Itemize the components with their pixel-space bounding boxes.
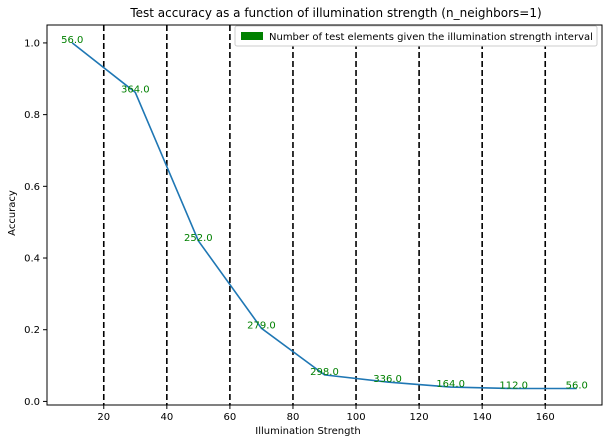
interval-count-label: 112.0 [499, 381, 528, 392]
y-axis-ticks: 0.0 0.2 0.4 0.6 0.8 1.0 [24, 38, 47, 408]
interval-count-label: 252.0 [184, 233, 213, 244]
plot-frame [46, 24, 603, 406]
interval-count-label: 56.0 [61, 35, 83, 46]
y-tick-label: 0.4 [24, 254, 40, 265]
accuracy-series-line [71, 42, 577, 390]
x-axis-ticks: 20 40 60 80 100 120 140 160 [97, 405, 555, 423]
legend-box [234, 25, 598, 47]
interval-count-label: 56.0 [566, 381, 588, 392]
x-tick-label: 100 [346, 412, 365, 423]
x-tick-label: 160 [536, 412, 555, 423]
chart-title: Test accuracy as a function of illuminat… [129, 6, 541, 20]
interval-divider-lines [102, 25, 547, 405]
y-tick-label: 0.6 [24, 182, 40, 193]
x-tick-label: 140 [473, 412, 492, 423]
interval-count-label: 279.0 [247, 320, 276, 331]
x-axis-label: Illumination Strength [255, 426, 360, 437]
y-tick-label: 0.0 [24, 397, 40, 408]
legend: Number of test elements given the illumi… [234, 25, 598, 47]
x-tick-label: 20 [97, 412, 110, 423]
y-tick-label: 1.0 [24, 38, 40, 49]
interval-count-labels: 56.0 364.0 252.0 279.0 298.0 336.0 164.0 112.0 5… [61, 35, 588, 392]
y-tick-label: 0.2 [24, 325, 40, 336]
y-tick-label: 0.8 [24, 110, 40, 121]
interval-count-label: 364.0 [121, 84, 150, 95]
accuracy-line [71, 42, 577, 390]
interval-count-label: 164.0 [436, 379, 465, 390]
interval-count-label: 298.0 [310, 367, 339, 378]
x-tick-label: 120 [410, 412, 429, 423]
interval-count-label: 336.0 [373, 374, 402, 385]
y-axis-label: Accuracy [7, 190, 18, 236]
legend-label: Number of test elements given the illumi… [269, 32, 593, 43]
x-tick-label: 40 [160, 412, 173, 423]
x-tick-label: 60 [224, 412, 237, 423]
legend-swatch [241, 32, 263, 40]
x-tick-label: 80 [287, 412, 300, 423]
